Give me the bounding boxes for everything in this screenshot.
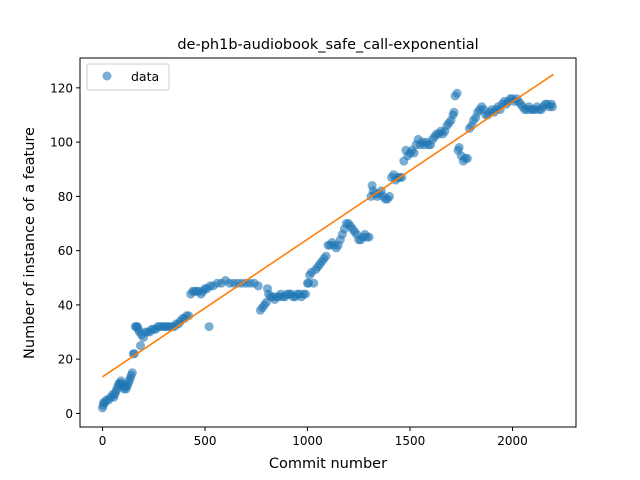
data-point [301,289,310,299]
y-tick-label: 20 [58,353,73,367]
x-axis-label: Commit number [269,456,387,472]
data-point [129,349,139,359]
data-point [449,107,459,117]
data-point [364,232,374,242]
data-point [321,251,331,261]
x-tick-label: 2000 [497,434,528,448]
legend: data [86,63,170,91]
data-point [547,102,557,112]
x-tick-label: 0 [99,434,107,448]
plot-marks [98,73,557,413]
data-point [454,143,464,152]
y-tick-label: 120 [50,81,73,95]
y-tick-label: 80 [58,190,73,204]
fit-line [102,73,554,378]
x-tick-label: 1500 [395,434,426,448]
legend-marker-data [102,71,112,81]
data-point [385,191,394,201]
x-tick-label: 500 [194,434,217,448]
data-point [309,278,319,288]
chart-title: de-ph1b-audiobook_safe_call-exponential [177,37,478,53]
y-tick-label: 40 [58,298,73,312]
plot-frame [79,57,577,428]
y-tick-label: 100 [50,136,73,150]
data-point [127,368,137,378]
data-point [136,341,145,351]
data-point [409,148,419,158]
legend-label-data: data [131,69,159,84]
y-tick-label: 0 [65,407,73,421]
y-tick-label: 60 [58,244,73,258]
x-tick-label: 1000 [292,434,323,448]
y-axis-label: Number of instance of a feature [22,127,38,359]
axes: 0 500 1000 1500 2000 0 20 40 60 80 100 120 [50,57,577,448]
legend-box [86,63,170,91]
data-point [452,88,462,98]
data-point [462,153,472,163]
data-point [253,281,263,291]
data-point [204,322,214,332]
